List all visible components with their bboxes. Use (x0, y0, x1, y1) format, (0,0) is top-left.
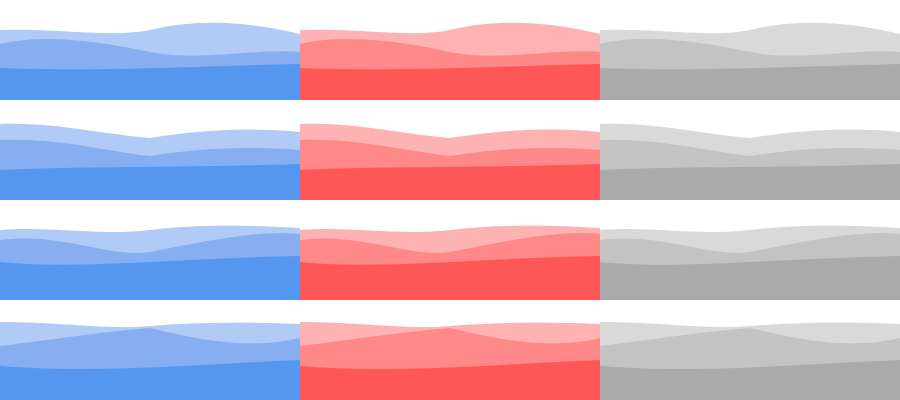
wave-base-layer (600, 164, 900, 200)
wave-graphic (300, 200, 600, 300)
wave-graphic (600, 100, 900, 200)
wave-swatch-gray-3 (600, 200, 900, 300)
wave-graphic (0, 300, 300, 400)
wave-base-layer (600, 64, 900, 100)
wave-swatch-red-3 (300, 200, 600, 300)
wave-graphic (300, 100, 600, 200)
wave-base-layer (0, 64, 300, 100)
wave-swatch-blue-3 (0, 200, 300, 300)
wave-swatch-gray-4 (600, 300, 900, 400)
wave-swatch-red-2 (300, 100, 600, 200)
wave-graphic (0, 100, 300, 200)
wave-swatch-blue-1 (0, 0, 300, 100)
wave-graphic (600, 0, 900, 100)
wave-swatch-gray-1 (600, 0, 900, 100)
wave-graphic (300, 300, 600, 400)
wave-swatch-blue-2 (0, 100, 300, 200)
wave-base-layer (300, 64, 600, 100)
wave-graphic (600, 300, 900, 400)
wave-graphic (300, 0, 600, 100)
wave-swatch-blue-4 (0, 300, 300, 400)
wave-swatch-gray-2 (600, 100, 900, 200)
wave-swatch-red-4 (300, 300, 600, 400)
wave-swatch-red-1 (300, 0, 600, 100)
wave-graphic (0, 200, 300, 300)
wave-base-layer (0, 164, 300, 200)
wave-graphic (600, 200, 900, 300)
wave-graphic (0, 0, 300, 100)
wave-base-layer (300, 164, 600, 200)
